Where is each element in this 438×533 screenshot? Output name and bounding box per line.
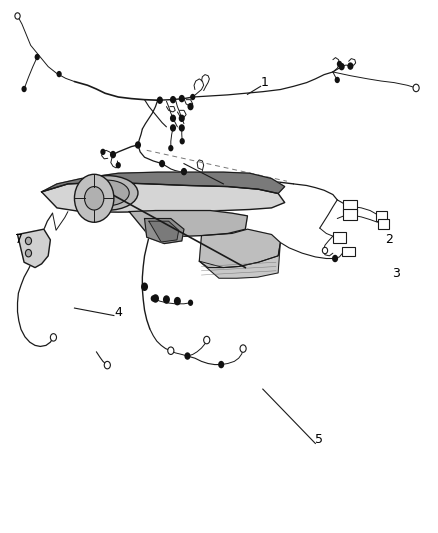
Circle shape: [170, 124, 176, 132]
Circle shape: [187, 103, 194, 110]
Circle shape: [180, 138, 185, 144]
Text: 5: 5: [315, 433, 323, 447]
Polygon shape: [149, 221, 179, 242]
Polygon shape: [42, 172, 285, 193]
Text: 7: 7: [15, 232, 23, 246]
Bar: [342, 247, 355, 256]
Circle shape: [188, 300, 193, 306]
Circle shape: [347, 62, 353, 70]
Circle shape: [170, 96, 176, 103]
Circle shape: [337, 61, 342, 67]
Circle shape: [190, 94, 195, 100]
Circle shape: [168, 145, 173, 151]
Circle shape: [413, 84, 419, 92]
Polygon shape: [129, 211, 247, 237]
Circle shape: [163, 295, 170, 304]
Polygon shape: [145, 219, 184, 244]
Ellipse shape: [85, 180, 129, 206]
Circle shape: [25, 237, 32, 245]
Circle shape: [50, 334, 57, 341]
Circle shape: [100, 149, 106, 155]
Circle shape: [179, 124, 185, 132]
Circle shape: [151, 295, 156, 302]
Circle shape: [25, 249, 32, 257]
Circle shape: [21, 86, 27, 92]
Polygon shape: [199, 243, 280, 278]
Circle shape: [179, 115, 185, 122]
Circle shape: [335, 77, 340, 83]
Circle shape: [240, 345, 246, 352]
Bar: [378, 219, 389, 229]
Circle shape: [152, 294, 159, 303]
Circle shape: [57, 71, 62, 77]
Bar: [333, 232, 346, 243]
Circle shape: [104, 361, 110, 369]
Circle shape: [170, 115, 176, 122]
Circle shape: [322, 247, 328, 254]
Circle shape: [181, 168, 187, 175]
Circle shape: [218, 361, 224, 368]
Polygon shape: [42, 182, 285, 212]
Circle shape: [116, 162, 121, 168]
Circle shape: [74, 174, 114, 222]
Ellipse shape: [77, 176, 138, 210]
Circle shape: [15, 13, 20, 19]
Polygon shape: [18, 229, 50, 268]
Text: 3: 3: [392, 267, 400, 280]
Text: 4: 4: [114, 305, 122, 319]
Circle shape: [181, 168, 187, 175]
Circle shape: [184, 352, 191, 360]
Bar: [343, 200, 357, 212]
Text: 1: 1: [261, 76, 268, 90]
Circle shape: [35, 54, 40, 60]
Circle shape: [332, 255, 338, 262]
Bar: [376, 211, 387, 221]
Circle shape: [157, 96, 163, 104]
Circle shape: [339, 63, 345, 70]
Circle shape: [135, 141, 141, 149]
Text: 2: 2: [385, 232, 393, 246]
Circle shape: [110, 151, 116, 158]
Bar: [343, 209, 357, 220]
Circle shape: [159, 160, 165, 167]
Circle shape: [204, 336, 210, 344]
Circle shape: [168, 347, 174, 354]
Polygon shape: [199, 229, 280, 268]
Circle shape: [174, 297, 181, 305]
Circle shape: [85, 187, 104, 210]
Circle shape: [179, 95, 185, 102]
Circle shape: [141, 282, 148, 291]
